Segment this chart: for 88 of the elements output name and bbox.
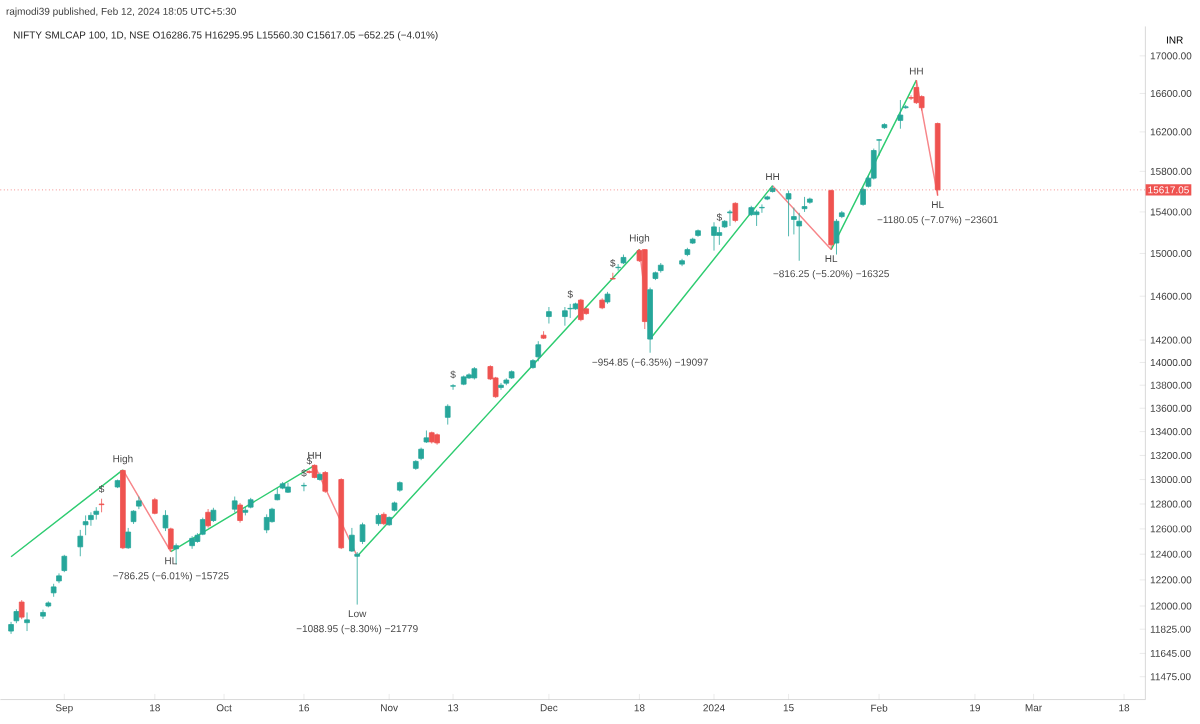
candlestick bbox=[77, 529, 84, 557]
candlestick bbox=[359, 522, 366, 545]
annotation: $ bbox=[716, 213, 722, 222]
candlestick bbox=[168, 527, 174, 553]
candlestick bbox=[450, 383, 456, 391]
annotation: −1088.95 (−8.30%) −21779 bbox=[296, 624, 418, 635]
y-tick-label: 12400.00 bbox=[1150, 550, 1192, 558]
x-tick-label: Oct bbox=[216, 704, 232, 712]
y-tick-label: 12000.00 bbox=[1150, 602, 1192, 610]
candlestick bbox=[205, 508, 211, 529]
y-tick-label: 15000.00 bbox=[1150, 250, 1192, 258]
candlestick bbox=[546, 306, 552, 325]
annotation: −786.25 (−6.01%) −15725 bbox=[113, 572, 229, 582]
y-tick-label: 14200.00 bbox=[1150, 336, 1192, 344]
x-tick-label: 18 bbox=[1119, 704, 1130, 712]
candlestick bbox=[610, 272, 616, 281]
candlestick bbox=[801, 196, 808, 213]
x-tick-label: Sep bbox=[55, 704, 73, 714]
y-tick-label: 13400.00 bbox=[1150, 428, 1192, 436]
candlestick bbox=[301, 482, 307, 492]
y-axis-title: INR bbox=[1166, 36, 1183, 44]
candlestick bbox=[322, 470, 329, 494]
annotation: Low bbox=[348, 610, 367, 618]
y-tick-label: 14000.00 bbox=[1150, 359, 1192, 367]
y-tick-label: 16600.00 bbox=[1150, 90, 1192, 98]
x-tick-label: Nov bbox=[381, 704, 398, 712]
y-tick-label: 13200.00 bbox=[1150, 452, 1192, 460]
candlestick bbox=[833, 218, 840, 256]
annotation: HH bbox=[909, 67, 923, 75]
annotation: $ bbox=[306, 456, 312, 465]
y-tick-label: 14600.00 bbox=[1150, 292, 1192, 300]
y-tick-label: 12600.00 bbox=[1150, 525, 1192, 533]
y-tick-label: 11475.00 bbox=[1150, 673, 1191, 681]
candlestick bbox=[535, 340, 542, 362]
y-tick-label: 11645.00 bbox=[1150, 650, 1191, 658]
y-tick-label: 15400.00 bbox=[1150, 208, 1192, 216]
candlestick bbox=[349, 527, 355, 553]
x-tick-label: Feb bbox=[871, 704, 888, 712]
y-tick-label: 12200.00 bbox=[1150, 576, 1192, 584]
x-tick-label: 18 bbox=[150, 704, 160, 712]
candlestick bbox=[125, 527, 132, 550]
y-tick-label: 13000.00 bbox=[1150, 476, 1192, 484]
x-tick-label: 19 bbox=[970, 704, 981, 712]
candlestick bbox=[732, 201, 739, 223]
candlestick bbox=[615, 263, 621, 272]
candlestick bbox=[897, 99, 904, 130]
x-tick-label: Mar bbox=[1025, 704, 1042, 712]
annotation: High bbox=[629, 234, 650, 244]
x-tick-label: 13 bbox=[448, 704, 459, 712]
y-tick-label: 13800.00 bbox=[1150, 381, 1192, 389]
candlestick bbox=[354, 551, 360, 606]
x-tick-label: 18 bbox=[634, 704, 645, 712]
candlestick bbox=[562, 306, 568, 327]
ref-line-label: 15617.05 bbox=[1148, 186, 1189, 194]
annotation: $ bbox=[450, 370, 456, 379]
candlestick bbox=[444, 404, 451, 426]
y-tick-label: 13600.00 bbox=[1150, 404, 1192, 412]
annotation: HL bbox=[825, 255, 838, 263]
candlestick bbox=[785, 190, 792, 237]
annotation: HH bbox=[308, 452, 321, 459]
annotation: −1180.05 (−7.07%) −23601 bbox=[877, 216, 998, 226]
annotation: $ bbox=[610, 259, 616, 268]
y-tick-label: 15800.00 bbox=[1150, 167, 1192, 176]
annotation: −954.85 (−6.35%) −19097 bbox=[592, 358, 708, 368]
y-tick-label: 11825.00 bbox=[1150, 625, 1191, 633]
x-tick-label: Dec bbox=[540, 704, 558, 712]
candlestick bbox=[24, 612, 30, 632]
y-tick-label: 12800.00 bbox=[1150, 500, 1192, 508]
annotation: High bbox=[113, 455, 133, 465]
candlestick bbox=[860, 187, 866, 207]
annotation: $ bbox=[98, 485, 105, 494]
chart-subtitle: rajmodi39 published, Feb 12, 2024 18:05 UTC+5:30 bbox=[6, 7, 236, 17]
y-tick-label: 17000.00 bbox=[1150, 52, 1192, 60]
annotation: −816.25 (−5.20%) −16325 bbox=[773, 270, 889, 280]
candlestick bbox=[237, 502, 243, 524]
annotation: HH bbox=[766, 173, 779, 181]
candlestick bbox=[18, 599, 25, 620]
y-tick-label: 16200.00 bbox=[1150, 128, 1192, 136]
x-tick-label: 2024 bbox=[703, 704, 725, 712]
candlestick bbox=[162, 509, 169, 532]
candlestick bbox=[40, 609, 46, 620]
candlestick bbox=[98, 498, 105, 513]
annotation: $ bbox=[567, 290, 573, 299]
x-tick-label: 15 bbox=[783, 704, 794, 712]
chart-title: NIFTY SMLCAP 100, 1D, NSE O16286.75 H16295.95 L15560.30 C15617.05 −652.25 (−4.01%) bbox=[13, 31, 438, 41]
candlestick bbox=[136, 496, 142, 510]
x-tick-label: 16 bbox=[299, 704, 310, 712]
annotation: HL bbox=[932, 201, 944, 209]
